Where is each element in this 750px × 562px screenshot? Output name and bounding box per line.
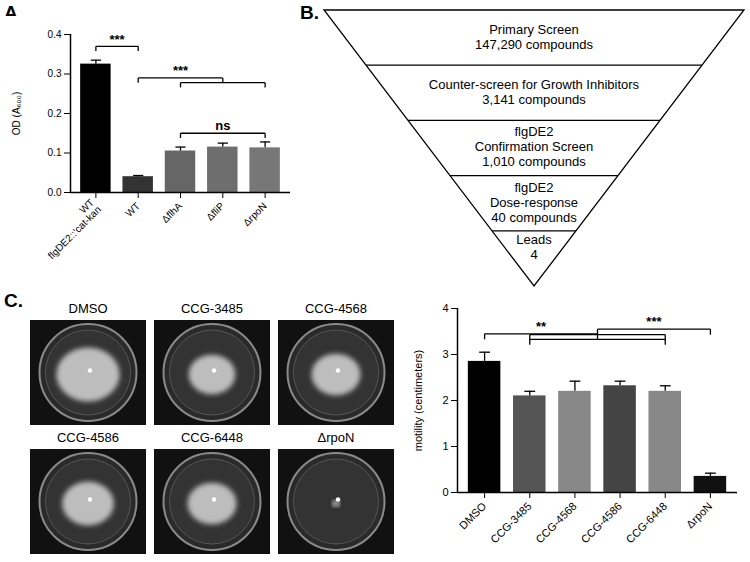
- svg-text:3: 3: [442, 348, 448, 360]
- svg-text:ΔrpoN: ΔrpoN: [241, 200, 269, 228]
- svg-text:4: 4: [530, 247, 537, 262]
- svg-text:OD (A₆₀₀): OD (A₆₀₀): [11, 92, 22, 135]
- svg-text:flgDE2: flgDE2: [514, 180, 553, 195]
- svg-text:40 compounds: 40 compounds: [491, 210, 577, 225]
- svg-text:3,141 compounds: 3,141 compounds: [482, 92, 586, 107]
- html-text:A.: A.: [4, 2, 23, 23]
- svg-text:1: 1: [442, 440, 448, 452]
- svg-text:CCG-3485: CCG-3485: [488, 500, 534, 546]
- svg-text:4: 4: [442, 302, 448, 314]
- svg-text:2: 2: [442, 394, 448, 406]
- svg-text:0.2: 0.2: [48, 108, 62, 119]
- svg-text:0.3: 0.3: [48, 68, 62, 79]
- svg-text:ΔflhA: ΔflhA: [159, 200, 184, 225]
- svg-text:0: 0: [442, 486, 448, 498]
- svg-text:DMSO: DMSO: [457, 499, 489, 531]
- svg-text:1,010 compounds: 1,010 compounds: [482, 154, 586, 169]
- svg-text:CCG-3485: CCG-3485: [181, 301, 243, 316]
- svg-text:CCG-6448: CCG-6448: [623, 500, 669, 546]
- svg-text:CCG-4568: CCG-4568: [533, 500, 579, 546]
- svg-text:Primary Screen: Primary Screen: [489, 22, 579, 37]
- svg-text:ns: ns: [215, 118, 230, 133]
- svg-text:Dose-response: Dose-response: [490, 195, 578, 210]
- svg-text:CCG-4586: CCG-4586: [578, 500, 624, 546]
- svg-text:ΔfliP: ΔfliP: [204, 200, 227, 223]
- svg-text:CCG-4586: CCG-4586: [57, 430, 119, 445]
- svg-text:**: **: [536, 319, 547, 334]
- svg-text:CCG-4568: CCG-4568: [305, 301, 367, 316]
- svg-text:ΔrpoN: ΔrpoN: [684, 500, 715, 531]
- svg-text:Counter-screen for Growth Inhi: Counter-screen for Growth Inhibitors: [429, 77, 640, 92]
- svg-text:Confirmation Screen: Confirmation Screen: [475, 139, 594, 154]
- svg-text:DMSO: DMSO: [69, 301, 108, 316]
- svg-text:0.0: 0.0: [48, 187, 62, 198]
- svg-text:0.1: 0.1: [48, 147, 62, 158]
- svg-text:WT: WT: [123, 200, 142, 219]
- svg-text:***: ***: [109, 32, 125, 47]
- svg-text:motility (centimeters): motility (centimeters): [412, 350, 424, 451]
- svg-text:CCG-6448: CCG-6448: [181, 430, 243, 445]
- html-text:C.: C.: [4, 290, 23, 311]
- svg-text:Leads: Leads: [516, 232, 552, 247]
- svg-text:WTflgDE2::'cat-kan: WTflgDE2::'cat-kan: [39, 197, 104, 262]
- svg-text:0.4: 0.4: [48, 29, 62, 40]
- svg-text:flgDE2: flgDE2: [514, 124, 553, 139]
- html-text:B.: B.: [300, 2, 319, 23]
- svg-text:147,290 compounds: 147,290 compounds: [475, 37, 593, 52]
- svg-text:ΔrpoN: ΔrpoN: [318, 430, 355, 445]
- svg-text:***: ***: [173, 63, 189, 78]
- svg-text:***: ***: [646, 314, 662, 329]
